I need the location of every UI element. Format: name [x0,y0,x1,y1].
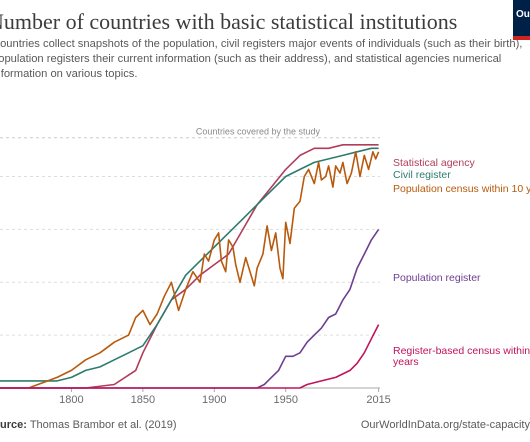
x-tick-label: 2015 [366,394,390,406]
chart-source: Source: Thomas Brambor et al. (2019) [0,419,177,431]
source-text: Thomas Brambor et al. (2019) [29,419,177,431]
x-tick-label: 1800 [59,394,83,406]
reference-line-label: Countries covered by the study [196,127,321,137]
x-tick-label: 1950 [273,394,297,406]
owid-logo[interactable]: Our [513,0,530,40]
x-tick-label: 1850 [131,394,155,406]
series-label-civil-register: Civil register [393,169,451,181]
series-line-register-based-census [0,324,380,389]
line-chart: Countries covered by the study 1800 1850 19… [0,127,530,406]
series-label-population-register: Population register [393,272,481,284]
chart-subtitle: Countries collect snapshots of the popul… [0,38,523,80]
x-tick-label: 1900 [202,394,226,406]
series-label-statistical-agency: Statistical agency [393,157,475,169]
series-label-register-based-census: years [393,356,419,368]
logo-text: Our [516,9,530,20]
series-line-civil-register [0,147,379,382]
source-label: Source: [0,419,27,431]
source-url-link[interactable]: OurWorldInData.org/state-capacity [360,419,530,431]
series-label-population-census: Population census within 10 years [393,183,530,195]
chart-title: Number of countries with basic statistic… [0,9,458,34]
logo-bar [513,36,530,40]
series-line-population-register [0,228,380,389]
series-line-population-census [0,151,380,389]
series-line-statistical-agency [0,144,379,389]
series-label-register-based-census: Register-based census within 10 [393,345,530,357]
